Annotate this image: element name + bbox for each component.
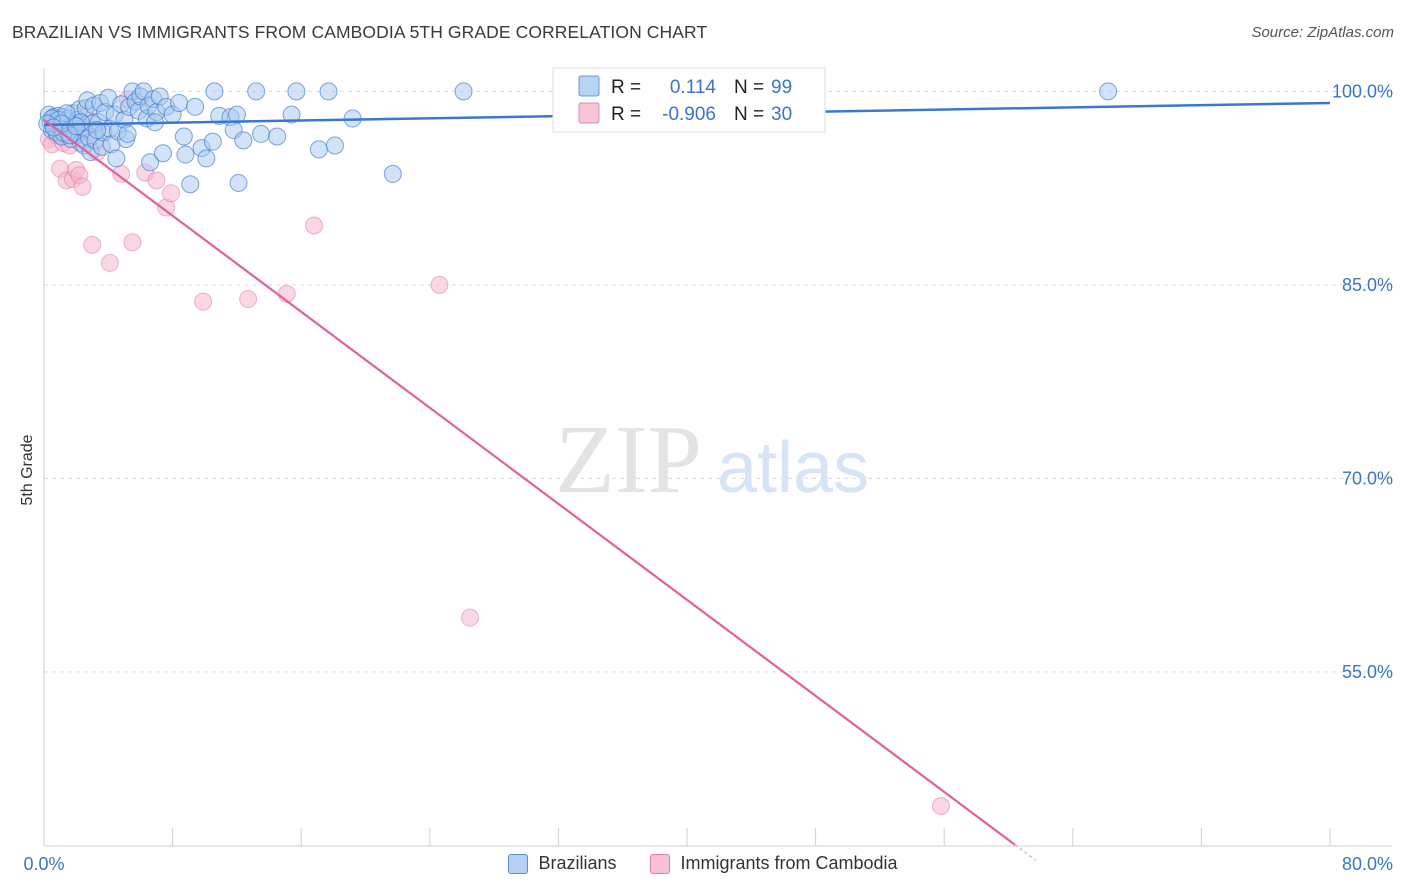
watermark-zip: ZIP xyxy=(555,406,702,514)
brazilian-point-94 xyxy=(118,124,137,143)
brazilian-point-67 xyxy=(205,82,224,101)
watermark-atlas: atlas xyxy=(717,428,869,508)
brazilian-point-66 xyxy=(203,132,222,151)
watermark: ZIP atlas xyxy=(555,406,869,514)
legend-label-brazilians: Brazilians xyxy=(538,853,617,873)
tick-labels: 100.0% 85.0% 70.0% 55.0% 0.0% 80.0% xyxy=(23,81,1393,874)
cambodia-trend-line xyxy=(43,118,1016,846)
cambodia-point-11 xyxy=(73,177,92,196)
legend-item-brazilians[interactable]: Brazilians xyxy=(508,853,616,874)
x-tick-label-0: 0.0% xyxy=(23,854,64,874)
cambodia-point-21 xyxy=(147,171,166,190)
stats-r-label-1: R = xyxy=(611,104,641,125)
y-tick-label-2: 70.0% xyxy=(1342,468,1393,488)
brazilian-point-77 xyxy=(282,105,301,124)
cambodia-point-24 xyxy=(194,292,213,311)
cambodia-point-28 xyxy=(430,275,449,294)
stats-n-value-0: 99 xyxy=(771,77,792,98)
brazilian-point-62 xyxy=(181,175,200,194)
brazilian-point-85 xyxy=(1099,82,1118,101)
brazilian-point-59 xyxy=(170,93,189,112)
brazilian-point-76 xyxy=(268,127,287,146)
stats-n-label-0: N = xyxy=(734,77,764,98)
legend-swatch-pink xyxy=(650,853,671,874)
series-brazilians-points xyxy=(38,82,1118,194)
brazilian-point-39 xyxy=(107,149,126,168)
y-tick-label-0: 100.0% xyxy=(1332,81,1393,101)
cambodia-trend-extension xyxy=(1014,844,1037,861)
legend: Brazilians Immigrants from Cambodia xyxy=(0,853,1406,874)
brazilian-point-89 xyxy=(88,121,107,140)
axes xyxy=(43,68,1392,847)
stats-r-label-0: R = xyxy=(611,77,641,98)
source-label: Source: ZipAtlas.com xyxy=(1251,24,1394,41)
brazilian-point-61 xyxy=(176,145,195,164)
brazilian-point-71 xyxy=(227,105,246,124)
y-tick-label-3: 55.0% xyxy=(1342,662,1393,682)
stats-n-value-1: 30 xyxy=(771,104,792,125)
cambodia-point-19 xyxy=(123,233,142,252)
brazilian-point-56 xyxy=(153,144,172,163)
cambodia-point-14 xyxy=(83,235,102,254)
brazilian-point-63 xyxy=(186,97,205,116)
stats-swatch-0 xyxy=(578,75,600,97)
brazilian-point-72 xyxy=(229,173,248,192)
stats-legend: R = 0.114 N = 99 R = -0.906 N = 30 xyxy=(552,67,826,133)
stats-r-value-0: 0.114 xyxy=(670,77,717,98)
brazilian-point-73 xyxy=(234,131,253,150)
brazilian-point-60 xyxy=(174,127,193,146)
brazilian-point-78 xyxy=(287,82,306,101)
brazilian-point-75 xyxy=(252,124,271,143)
brazilian-point-81 xyxy=(325,136,344,155)
brazilian-point-52 xyxy=(141,153,160,172)
brazilian-point-74 xyxy=(247,82,266,101)
legend-item-cambodia[interactable]: Immigrants from Cambodia xyxy=(650,853,898,874)
legend-swatch-blue xyxy=(508,853,529,874)
brazilian-point-97 xyxy=(67,117,86,136)
brazilian-point-65 xyxy=(197,149,216,168)
cambodia-point-23 xyxy=(161,184,180,203)
cambodia-point-16 xyxy=(100,253,119,272)
legend-label-cambodia: Immigrants from Cambodia xyxy=(680,853,898,873)
brazilian-point-79 xyxy=(309,140,328,159)
stats-n-label-1: N = xyxy=(734,104,764,125)
y-tick-label-1: 85.0% xyxy=(1342,275,1393,295)
brazilian-point-84 xyxy=(454,82,473,101)
cambodia-point-27 xyxy=(305,216,324,235)
stats-r-value-1: -0.906 xyxy=(662,104,716,125)
brazilian-point-83 xyxy=(383,164,402,183)
x-tick-label-1: 80.0% xyxy=(1342,854,1393,874)
cambodia-point-29 xyxy=(460,608,479,627)
stats-swatch-1 xyxy=(578,102,600,124)
cambodia-point-30 xyxy=(931,797,950,816)
chart-title: BRAZILIAN VS IMMIGRANTS FROM CAMBODIA 5T… xyxy=(12,22,708,42)
cambodia-point-25 xyxy=(239,290,258,309)
brazilian-point-80 xyxy=(319,82,338,101)
